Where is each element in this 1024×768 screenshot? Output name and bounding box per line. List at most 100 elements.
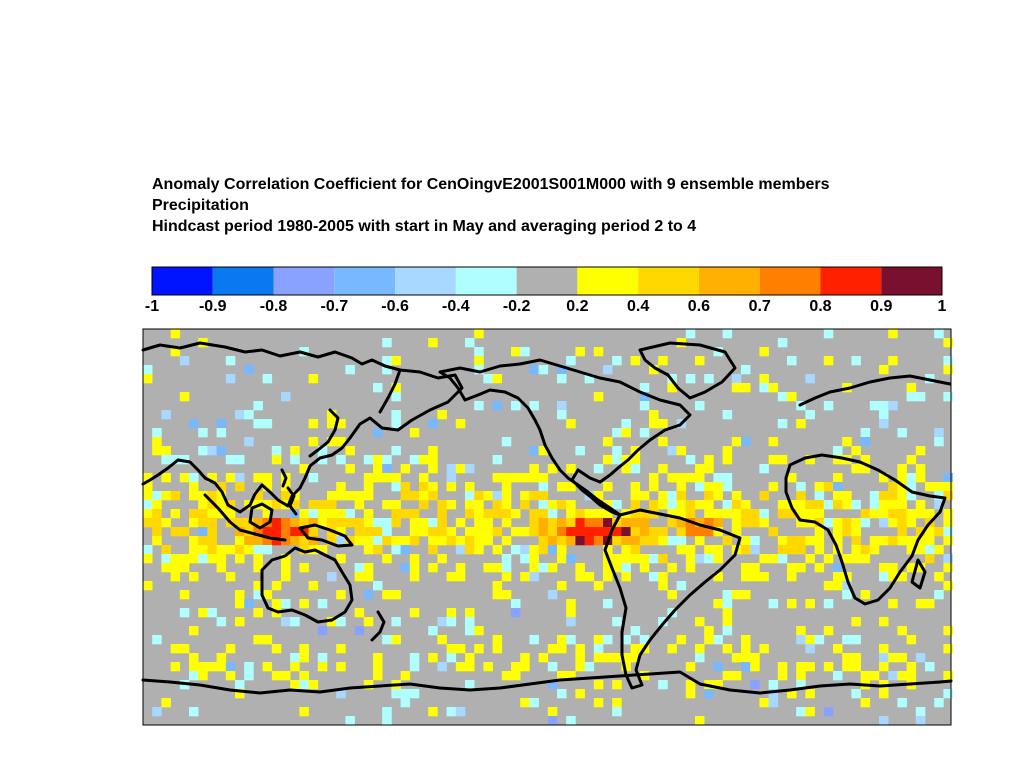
grid-cell xyxy=(842,518,852,528)
grid-cell xyxy=(915,536,926,546)
grid-cell xyxy=(667,590,677,600)
grid-cell xyxy=(373,662,383,672)
grid-cell xyxy=(557,536,567,546)
grid-cell xyxy=(612,707,622,717)
grid-cell xyxy=(143,545,153,555)
grid-cell xyxy=(658,464,668,474)
grid-cell xyxy=(262,635,273,645)
grid-cell xyxy=(483,491,493,501)
grid-cell xyxy=(235,482,245,492)
grid-cell xyxy=(225,500,236,510)
grid-cell xyxy=(879,509,889,519)
grid-cell xyxy=(455,572,466,582)
grid-cell xyxy=(676,527,687,537)
grid-cell xyxy=(906,482,917,492)
grid-cell xyxy=(722,626,733,636)
grid-cell xyxy=(446,527,457,537)
grid-cell xyxy=(529,365,539,375)
grid-cell xyxy=(327,437,337,447)
grid-cell xyxy=(327,491,337,501)
grid-cell xyxy=(814,563,825,573)
grid-cell xyxy=(317,446,328,456)
grid-cell xyxy=(759,698,769,708)
grid-cell xyxy=(879,662,889,672)
grid-cell xyxy=(317,626,328,636)
grid-cell xyxy=(557,410,567,420)
grid-cell xyxy=(354,563,365,573)
grid-cell xyxy=(639,509,650,519)
grid-cell xyxy=(805,554,815,564)
grid-cell xyxy=(152,437,162,447)
grid-cell xyxy=(336,662,346,672)
grid-cell xyxy=(731,518,742,528)
grid-cell xyxy=(299,644,309,654)
grid-cell xyxy=(823,581,834,591)
grid-cell xyxy=(750,518,760,528)
grid-cell xyxy=(538,509,549,519)
grid-cell xyxy=(833,455,843,465)
grid-cell xyxy=(317,545,328,555)
grid-cell xyxy=(253,527,263,537)
grid-cell xyxy=(253,608,263,618)
grid-cell xyxy=(317,518,328,528)
grid-cell xyxy=(511,347,521,357)
grid-cell xyxy=(465,626,475,636)
grid-cell xyxy=(290,536,300,546)
grid-cell xyxy=(731,383,742,393)
grid-cell xyxy=(630,644,641,654)
grid-cell xyxy=(446,473,457,483)
grid-cell xyxy=(566,527,576,537)
grid-cell xyxy=(879,572,889,582)
grid-cell xyxy=(511,662,521,672)
grid-cell xyxy=(943,356,953,366)
grid-cell xyxy=(327,509,337,519)
grid-cell xyxy=(584,509,595,519)
grid-cell xyxy=(547,527,558,537)
grid-cell xyxy=(253,473,263,483)
grid-cell xyxy=(281,527,291,537)
grid-cell xyxy=(575,527,585,537)
grid-cell xyxy=(253,563,263,573)
grid-cell xyxy=(879,617,889,627)
grid-cell xyxy=(216,419,227,429)
grid-cell xyxy=(189,554,199,564)
grid-cell xyxy=(225,545,236,555)
grid-cell xyxy=(823,599,834,609)
grid-cell xyxy=(621,518,631,528)
grid-cell xyxy=(823,707,834,717)
grid-cell xyxy=(547,707,558,717)
grid-cell xyxy=(805,536,815,546)
grid-cell xyxy=(382,500,392,510)
grid-cell xyxy=(437,500,447,510)
grid-cell xyxy=(888,491,898,501)
grid-cell xyxy=(768,689,779,699)
grid-cell xyxy=(474,536,484,546)
grid-cell xyxy=(851,635,861,645)
grid-cell xyxy=(170,329,181,339)
grid-cell xyxy=(915,464,926,474)
grid-cell xyxy=(529,554,539,564)
grid-cell xyxy=(391,545,401,555)
grid-cell xyxy=(603,482,613,492)
grid-cell xyxy=(741,365,751,375)
grid-cell xyxy=(787,536,797,546)
grid-cell xyxy=(547,563,558,573)
grid-cell xyxy=(520,662,530,672)
grid-cell xyxy=(271,527,282,537)
grid-cell xyxy=(943,563,953,573)
grid-cell xyxy=(336,455,346,465)
grid-cell xyxy=(455,536,466,546)
grid-cell xyxy=(317,653,328,663)
grid-cell xyxy=(179,608,190,618)
grid-cell xyxy=(244,671,254,681)
grid-cell xyxy=(860,455,871,465)
grid-cell xyxy=(179,356,190,366)
grid-cell xyxy=(336,491,346,501)
grid-cell xyxy=(253,554,263,564)
grid-cell xyxy=(547,662,558,672)
grid-cell xyxy=(685,500,696,510)
grid-cell xyxy=(281,518,291,528)
grid-cell xyxy=(833,491,843,501)
grid-cell xyxy=(557,644,567,654)
grid-cell xyxy=(474,401,484,411)
